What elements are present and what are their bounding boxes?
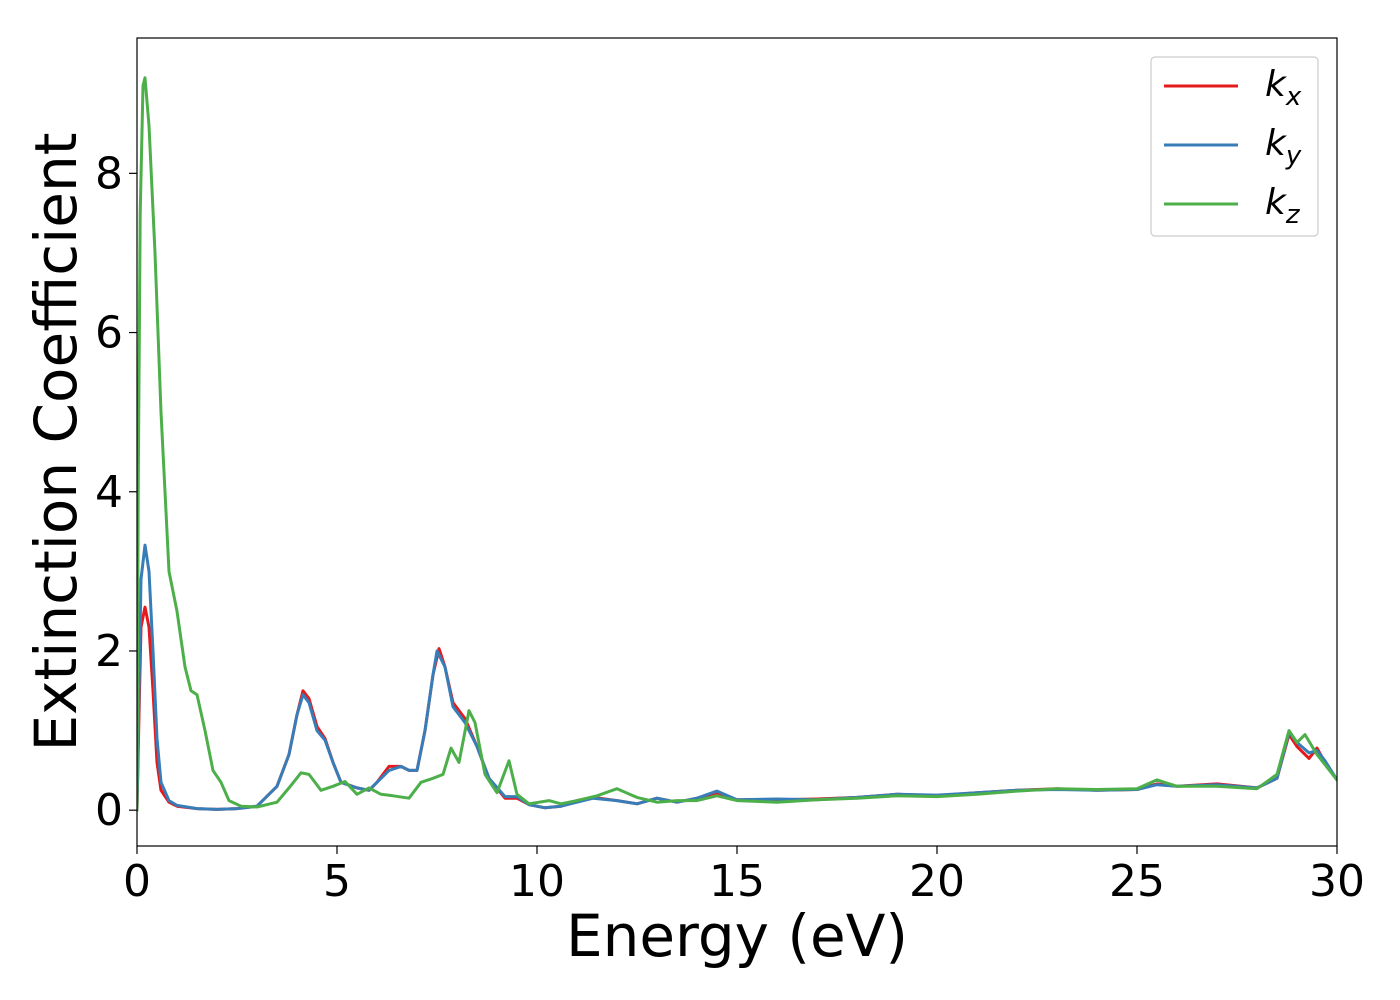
x-tick-label: 10 (509, 856, 565, 907)
y-tick-label: 4 (95, 467, 123, 518)
y-tick-label: 2 (95, 626, 123, 677)
legend-label-x: kx (1265, 64, 1302, 112)
x-tick-label: 0 (123, 856, 151, 907)
series-layer (137, 76, 1337, 812)
y-axis: 0 2 4 6 8 (95, 148, 137, 836)
plot-area (137, 38, 1337, 846)
x-tick-label: 25 (1109, 856, 1165, 907)
x-tick-label: 20 (909, 856, 965, 907)
y-tick-label: 8 (95, 148, 123, 199)
y-tick-label: 6 (95, 308, 123, 359)
y-tick-label: 0 (95, 785, 123, 836)
series-line-z (137, 76, 1337, 812)
x-tick-label: 30 (1309, 856, 1365, 907)
x-axis: 0 5 10 15 20 25 30 (123, 846, 1365, 907)
legend: kx ky kz (1150, 56, 1319, 237)
legend-label-y: ky (1265, 123, 1302, 171)
x-axis-label: Energy (eV) (566, 902, 908, 970)
x-tick-label: 15 (709, 856, 765, 907)
y-axis-label: Extinction Coefficient (22, 133, 90, 752)
x-tick-label: 5 (323, 856, 351, 907)
legend-label-z: kz (1265, 182, 1301, 230)
